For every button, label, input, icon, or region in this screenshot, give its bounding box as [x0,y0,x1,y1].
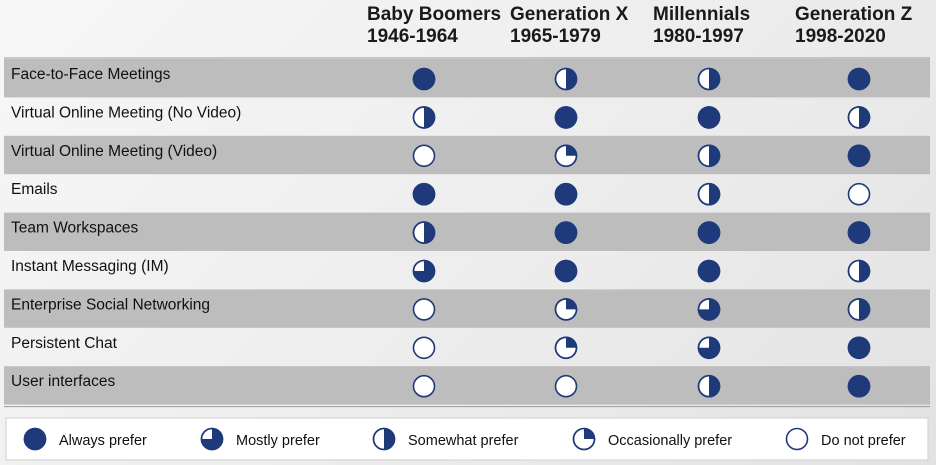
preference-marker [697,106,721,129]
preference-marker [697,336,721,360]
table-row: Persistent Chat [11,335,871,360]
preference-marker [697,182,721,206]
preference-marker [847,182,871,206]
legend-label: Somewhat prefer [408,433,519,449]
legend-item: Always prefer [23,427,147,451]
row-stripe [4,289,930,328]
column-header-years: 1980-1997 [653,26,744,47]
legend-marker [572,427,596,451]
legend-label: Occasionally prefer [608,433,732,449]
preference-marker [847,221,871,244]
preference-marker [412,221,436,244]
legend-marker [23,427,47,451]
preference-marker [847,374,871,398]
preference-marker [554,106,578,129]
preference-marker [554,144,578,168]
column-header-years: 1946-1964 [367,26,458,47]
column-header-name: Baby Boomers [367,4,501,25]
preference-marker [412,182,436,206]
row-label: Team Workspaces [11,220,138,237]
column-header-years: 1998-2020 [795,26,886,47]
column-header-years: 1965-1979 [510,26,601,47]
preference-marker [697,374,721,398]
preference-marker [554,336,578,360]
table-row: User interfaces [4,366,930,405]
preference-marker [847,259,871,283]
preference-marker [412,106,436,129]
row-label: User interfaces [11,373,115,390]
legend-label: Do not prefer [821,433,906,449]
row-label: Emails [11,181,58,198]
legend: Always prefer Mostly prefer Somewhat prefe… [5,417,929,461]
preference-marker [412,374,436,398]
column-header-name: Generation X [510,4,629,25]
row-stripe [4,59,930,98]
row-stripe [4,135,930,175]
preference-marker [554,298,578,321]
row-stripe [4,366,930,405]
legend-marker [372,427,396,451]
table-row: Face-to-Face Meetings [4,59,930,98]
preference-marker [697,221,721,244]
table-row: Virtual Online Meeting (No Video) [11,104,871,129]
row-label: Enterprise Social Networking [11,296,210,313]
table-row: Emails [11,181,871,206]
preference-marker [554,221,578,244]
column-header-name: Generation Z [795,4,913,25]
table-row: Virtual Online Meeting (Video) [4,135,930,175]
preference-marker [847,298,871,321]
legend-label: Mostly prefer [236,433,320,449]
preference-marker [697,67,721,91]
preference-marker [554,374,578,398]
preference-marker [412,144,436,168]
legend-item: Somewhat prefer [372,427,519,451]
row-stripe [4,212,930,251]
preference-marker [697,259,721,283]
legend-item: Do not prefer [785,427,906,451]
preference-marker [847,336,871,360]
preference-marker [554,67,578,91]
legend-label: Always prefer [59,433,147,449]
preference-marker [847,67,871,91]
preference-marker [847,144,871,168]
preference-marker [554,259,578,283]
preference-marker [554,182,578,206]
row-label: Persistent Chat [11,335,118,352]
row-label: Virtual Online Meeting (No Video) [11,104,241,121]
legend-marker [200,427,224,451]
preference-marker [847,106,871,129]
table-row: Team Workspaces [4,212,930,251]
legend-item: Mostly prefer [200,427,320,451]
legend-item: Occasionally prefer [572,427,732,451]
preference-marker [412,298,436,321]
preference-marker [412,259,436,283]
preference-marker [697,298,721,321]
table-row: Enterprise Social Networking [4,289,930,328]
row-label: Virtual Online Meeting (Video) [11,143,217,160]
preference-marker [697,144,721,168]
legend-box [5,417,929,461]
table-row: Instant Messaging (IM) [11,258,871,283]
legend-marker [785,427,809,451]
preference-marker [412,67,436,91]
column-header-name: Millennials [653,4,750,25]
row-label: Instant Messaging (IM) [11,258,169,275]
preference-marker [412,336,436,360]
row-label: Face-to-Face Meetings [11,66,171,83]
